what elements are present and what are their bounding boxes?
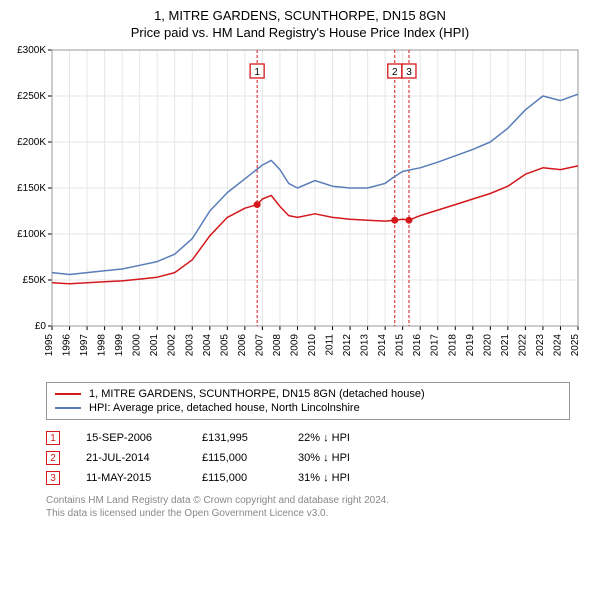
- svg-text:2013: 2013: [360, 334, 371, 357]
- svg-text:2006: 2006: [237, 334, 248, 357]
- sale-date: 15-SEP-2006: [86, 432, 176, 444]
- legend-label: 1, MITRE GARDENS, SCUNTHORPE, DN15 8GN (…: [89, 388, 425, 400]
- sale-diff: 22% ↓ HPI: [298, 432, 350, 444]
- svg-text:£250K: £250K: [17, 91, 46, 102]
- svg-text:2017: 2017: [430, 334, 441, 357]
- svg-text:2020: 2020: [482, 334, 493, 357]
- svg-text:1996: 1996: [62, 334, 73, 357]
- title-block: 1, MITRE GARDENS, SCUNTHORPE, DN15 8GN P…: [10, 8, 590, 40]
- svg-text:2025: 2025: [570, 334, 581, 357]
- svg-text:2: 2: [392, 67, 398, 78]
- title-subtitle: Price paid vs. HM Land Registry's House …: [10, 25, 590, 40]
- legend-label: HPI: Average price, detached house, Nort…: [89, 402, 360, 414]
- svg-text:£200K: £200K: [17, 137, 46, 148]
- legend-swatch: [55, 393, 81, 395]
- line-chart: £0 £50K £100K £150K £200K £250K £300K 1995 1996 1…: [10, 44, 590, 374]
- svg-text:£100K: £100K: [17, 229, 46, 240]
- svg-text:2019: 2019: [465, 334, 476, 357]
- svg-text:£0: £0: [35, 321, 47, 332]
- title-address: 1, MITRE GARDENS, SCUNTHORPE, DN15 8GN: [10, 8, 590, 23]
- svg-text:£150K: £150K: [17, 183, 46, 194]
- svg-text:1998: 1998: [97, 334, 108, 357]
- sale-row: 1 15-SEP-2006 £131,995 22% ↓ HPI: [46, 428, 570, 448]
- legend-row: HPI: Average price, detached house, Nort…: [55, 401, 561, 415]
- svg-text:2023: 2023: [535, 334, 546, 357]
- svg-text:2021: 2021: [500, 334, 511, 357]
- sale-marker-number: 2: [50, 453, 56, 464]
- sale-price: £115,000: [202, 452, 272, 464]
- svg-text:1: 1: [254, 67, 260, 78]
- sale-price: £115,000: [202, 472, 272, 484]
- sale-marker-number: 1: [50, 433, 56, 444]
- svg-text:2022: 2022: [517, 334, 528, 357]
- footnote-line: This data is licensed under the Open Gov…: [46, 507, 570, 520]
- legend-row: 1, MITRE GARDENS, SCUNTHORPE, DN15 8GN (…: [55, 387, 561, 401]
- svg-text:3: 3: [406, 67, 412, 78]
- sale-price: £131,995: [202, 432, 272, 444]
- sale-diff: 30% ↓ HPI: [298, 452, 350, 464]
- sale-marker: 1: [46, 431, 60, 445]
- svg-text:2011: 2011: [325, 334, 336, 356]
- sale-diff: 31% ↓ HPI: [298, 472, 350, 484]
- svg-text:£300K: £300K: [17, 45, 46, 56]
- svg-text:2001: 2001: [149, 334, 160, 357]
- svg-text:2024: 2024: [552, 334, 563, 357]
- svg-text:2003: 2003: [184, 334, 195, 357]
- svg-text:2008: 2008: [272, 334, 283, 357]
- svg-text:2012: 2012: [342, 334, 353, 357]
- svg-text:2016: 2016: [412, 334, 423, 357]
- svg-text:£50K: £50K: [23, 275, 47, 286]
- legend: 1, MITRE GARDENS, SCUNTHORPE, DN15 8GN (…: [46, 382, 570, 420]
- svg-text:1997: 1997: [79, 334, 90, 357]
- chart-container: 1, MITRE GARDENS, SCUNTHORPE, DN15 8GN P…: [0, 0, 600, 590]
- sale-row: 2 21-JUL-2014 £115,000 30% ↓ HPI: [46, 448, 570, 468]
- svg-text:2018: 2018: [447, 334, 458, 357]
- svg-text:2004: 2004: [202, 334, 213, 357]
- svg-text:2007: 2007: [254, 334, 265, 357]
- svg-text:2014: 2014: [377, 334, 388, 357]
- svg-text:2009: 2009: [289, 334, 300, 357]
- sale-date: 21-JUL-2014: [86, 452, 176, 464]
- svg-text:1999: 1999: [114, 334, 125, 357]
- svg-text:2002: 2002: [167, 334, 178, 357]
- sale-date: 11-MAY-2015: [86, 472, 176, 484]
- footnote-line: Contains HM Land Registry data © Crown c…: [46, 494, 570, 507]
- footnote: Contains HM Land Registry data © Crown c…: [46, 494, 570, 520]
- sale-marker-number: 3: [50, 473, 56, 484]
- svg-text:2015: 2015: [395, 334, 406, 357]
- sales-table: 1 15-SEP-2006 £131,995 22% ↓ HPI 2 21-JU…: [46, 428, 570, 488]
- legend-swatch: [55, 407, 81, 409]
- svg-text:1995: 1995: [44, 334, 55, 357]
- chart-svg: £0 £50K £100K £150K £200K £250K £300K 1995 1996 1…: [10, 44, 590, 374]
- svg-text:2000: 2000: [132, 334, 143, 357]
- sale-marker: 2: [46, 451, 60, 465]
- svg-text:2005: 2005: [219, 334, 230, 357]
- svg-text:2010: 2010: [307, 334, 318, 357]
- sale-row: 3 11-MAY-2015 £115,000 31% ↓ HPI: [46, 468, 570, 488]
- sale-marker: 3: [46, 471, 60, 485]
